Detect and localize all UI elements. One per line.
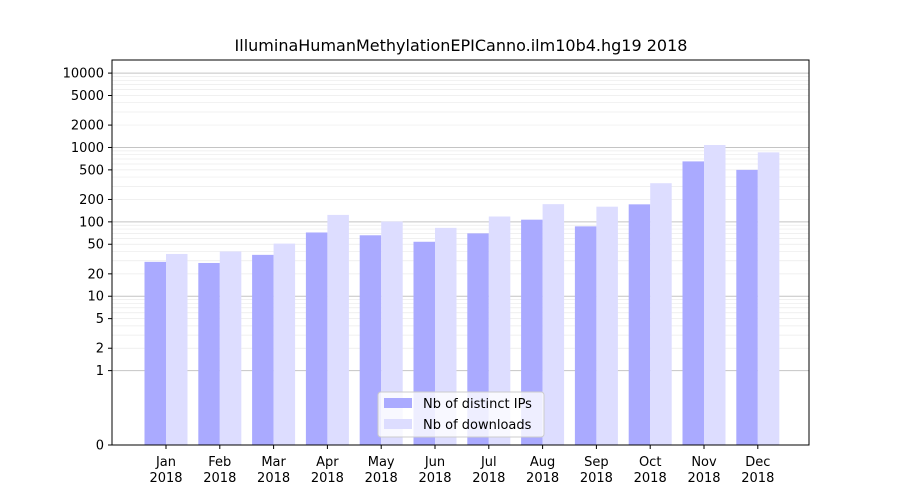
x-tick-label-year: 2018 [149,471,182,486]
y-tick-label: 500 [79,163,104,178]
bar [574,226,597,445]
bar [144,261,166,445]
bar [359,235,382,445]
x-tick-label-month: Sep [584,455,609,470]
legend-swatch [384,398,412,408]
legend-label: Nb of distinct IPs [423,397,532,412]
x-tick-label-month: Jul [480,455,497,470]
y-tick-label: 10 [87,290,104,305]
y-tick-label: 1 [96,364,104,379]
bar [166,253,188,445]
x-tick-label-month: Jun [424,455,445,470]
bar [596,206,618,445]
y-tick-label: 10000 [63,67,104,82]
x-tick-label-year: 2018 [580,471,613,486]
y-tick-label: 50 [87,238,104,253]
bar [381,221,403,445]
bar [252,254,274,445]
bar [198,262,220,445]
legend: Nb of distinct IPs Nb of downloads [377,391,545,438]
x-tick-label-year: 2018 [634,471,667,486]
bar [628,204,651,445]
x-tick-label-month: Feb [208,455,231,470]
legend-label: Nb of downloads [423,418,532,433]
bar [435,227,457,445]
bar [273,243,296,445]
plot-area-frame [111,59,810,446]
x-tick-label-month: Jan [155,455,176,470]
y-tick-label: 20 [87,267,104,282]
x-tick-label-month: Oct [639,455,661,470]
x-tick-label-month: Mar [261,455,286,470]
y-axis: 0 1 2 5 10 20 50 100 200 500 1000 2000 5000 10000 [63,67,112,454]
x-tick-label-month: May [368,455,395,470]
bar [704,144,726,445]
x-tick-label-month: Aug [530,455,555,470]
x-axis: Jan2018Feb2018Mar2018Apr2018May2018Jun20… [149,445,774,486]
x-tick-label-year: 2018 [365,471,398,486]
x-tick-label-year: 2018 [741,471,774,486]
y-tick-label: 5 [96,312,104,327]
x-tick-label-year: 2018 [526,471,559,486]
bar [682,161,704,445]
x-tick-label-year: 2018 [687,471,720,486]
bar [757,152,780,446]
chart-title: IlluminaHumanMethylationEPICanno.ilm10b4… [235,36,688,55]
bar [542,204,565,445]
bar [650,183,672,445]
x-tick-label-year: 2018 [257,471,290,486]
bar [327,214,349,445]
y-tick-label: 1000 [71,141,104,156]
x-tick-label-month: Nov [691,455,717,470]
x-tick-label-year: 2018 [472,471,505,486]
y-tick-label: 5000 [71,89,104,104]
y-tick-label: 200 [79,193,104,208]
bar [488,216,511,445]
x-tick-label-year: 2018 [203,471,236,486]
y-tick-label: 0 [96,439,104,454]
bar [305,232,328,445]
y-tick-label: 2 [96,342,104,357]
bar [219,251,242,445]
y-tick-label: 100 [79,215,104,230]
x-tick-label-year: 2018 [311,471,344,486]
x-tick-label-month: Dec [745,455,770,470]
y-tick-label: 2000 [71,119,104,134]
legend-frame [377,391,545,438]
bar [736,169,758,445]
legend-swatch [384,419,412,429]
x-tick-label-year: 2018 [418,471,451,486]
bar [521,219,543,445]
x-tick-label-month: Apr [316,455,339,470]
